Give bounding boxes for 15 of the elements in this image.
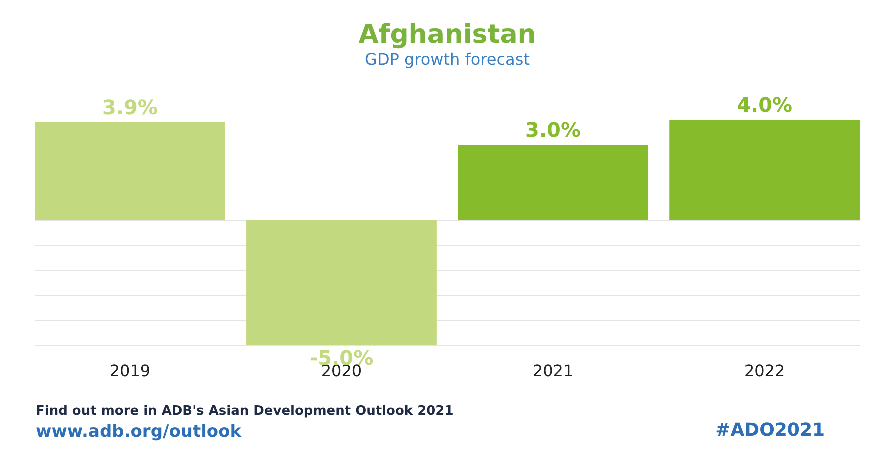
data-label: 3.9%	[102, 96, 158, 120]
bar	[670, 120, 860, 220]
text: #ADO2021	[716, 420, 825, 441]
bar	[246, 220, 437, 345]
text: www.adb.org/outlook	[36, 422, 242, 442]
bar	[35, 122, 226, 220]
chart-subtitle: GDP growth forecast	[365, 50, 530, 69]
data-label: 4.0%	[737, 93, 793, 117]
x-tick-label: 2022	[744, 362, 786, 380]
data-label: 3.0%	[526, 118, 582, 142]
text: Find out more in ADB's Asian Development Outlook 2021	[36, 404, 454, 419]
bar	[458, 145, 648, 220]
chart-title: Afghanistan	[358, 20, 536, 50]
x-tick-label: 2021	[532, 362, 574, 380]
x-tick-label: 2019	[110, 362, 151, 380]
